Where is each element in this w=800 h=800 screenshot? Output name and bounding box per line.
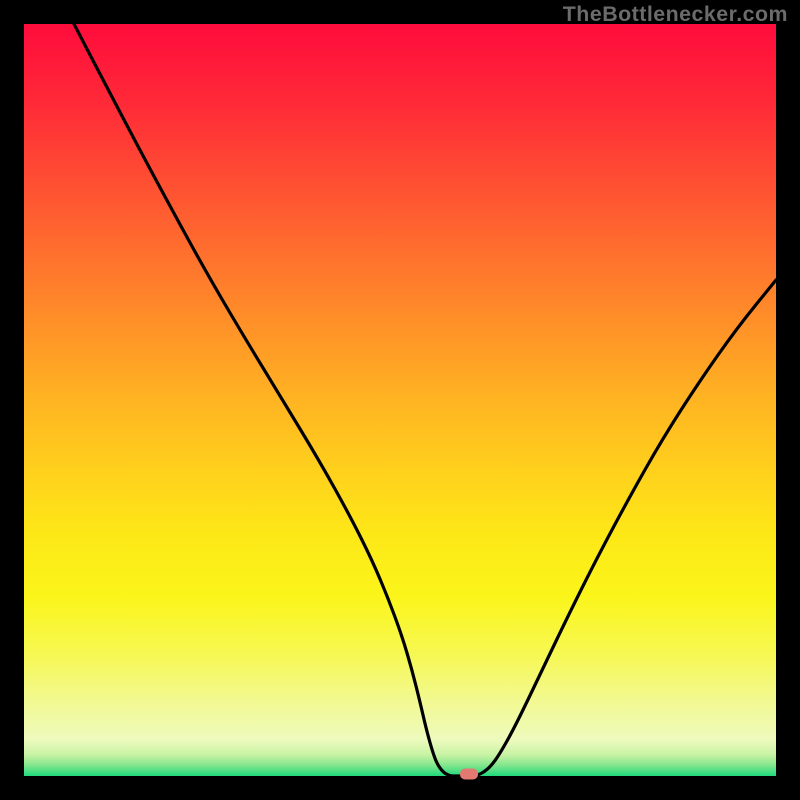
watermark-text: TheBottlenecker.com: [563, 2, 788, 27]
chart-stage: TheBottlenecker.com: [0, 0, 800, 800]
bottleneck-marker: [460, 769, 478, 780]
bottleneck-chart: [0, 0, 800, 800]
plot-background: [24, 24, 776, 776]
